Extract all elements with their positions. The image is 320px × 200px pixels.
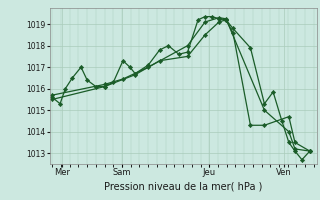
X-axis label: Pression niveau de la mer( hPa ): Pression niveau de la mer( hPa ) bbox=[104, 181, 262, 191]
